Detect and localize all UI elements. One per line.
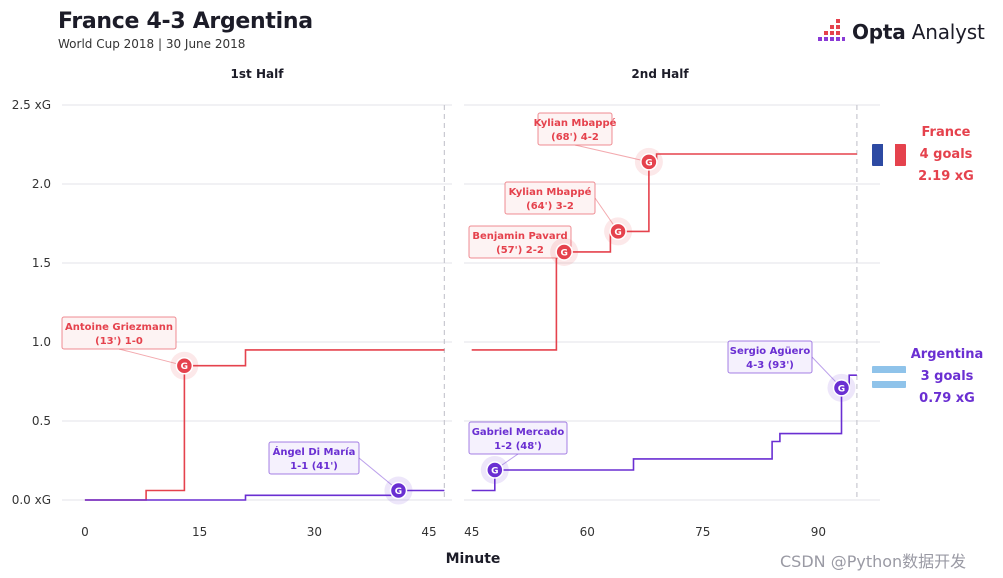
goal-marker-label: G (395, 487, 402, 497)
watermark-text: CSDN @Python数据开发 (780, 552, 967, 571)
goal-scorer-label: Benjamin Pavard (472, 231, 567, 242)
goal-marker-label: G (838, 384, 845, 394)
series-line-france (84, 349, 445, 501)
goal-callout-box (268, 441, 360, 475)
france-xg: 2.19 xG (918, 169, 974, 184)
goal-score-label: 1-2 (48') (494, 441, 542, 452)
goal-scorer-label: Sergio Agüero (730, 346, 811, 357)
goal-score-label: (13') 1-0 (95, 336, 143, 347)
goal-marker (609, 222, 627, 241)
goal-score-label: (57') 2-2 (496, 245, 544, 256)
goal-callout-box (504, 181, 596, 215)
y-tick-label: 1.5 (32, 256, 51, 270)
goal-marker (555, 243, 573, 261)
goal-scorer-label: Gabriel Mercado (472, 427, 565, 438)
goal-marker (486, 461, 504, 479)
goal-callout-box (468, 225, 572, 259)
brand-name: Opta Analyst (852, 20, 985, 44)
y-tick-label: 1.0 (32, 335, 51, 349)
page-title: France 4-3 Argentina (58, 9, 313, 34)
france-team-name: France (921, 125, 971, 140)
goal-score-label: (64') 3-2 (526, 201, 574, 212)
france-flag-icon (872, 144, 906, 166)
goal-marker-label: G (614, 228, 621, 238)
x-axis-label: Minute (446, 551, 501, 567)
x-tick-label: 30 (307, 525, 322, 539)
france-summary: France 4 goals 2.19 xG (910, 122, 982, 188)
argentina-summary: Argentina 3 goals 0.79 xG (906, 344, 988, 410)
goal-score-label: 1-1 (41') (290, 461, 338, 472)
axis-layer: 0.0 xG 0.5 1.0 1.5 2.0 2.5 xG 1st Half 0 15 30 45 2… (12, 67, 826, 567)
x-tick-label: 90 (811, 525, 826, 539)
argentina-xg: 0.79 xG (919, 391, 975, 406)
x-tick-label: 60 (580, 525, 595, 539)
y-tick-label: 2.0 (32, 177, 51, 191)
y-tick-label: 2.5 xG (12, 98, 51, 112)
callout-leader-line (574, 144, 650, 163)
goal-score-label: (68') 4-2 (551, 132, 599, 143)
goal-marker (640, 153, 658, 171)
goal-scorer-label: Kylian Mbappé (509, 186, 592, 198)
grid-layer (62, 104, 880, 501)
panel-title: 2nd Half (631, 67, 689, 81)
x-tick-label: 45 (421, 525, 436, 539)
argentina-team-name: Argentina (910, 347, 984, 362)
goal-scorer-label: Ángel Di María (273, 445, 356, 458)
x-tick-label: 0 (81, 525, 89, 539)
goal-marker (389, 481, 408, 500)
page-subtitle: World Cup 2018 | 30 June 2018 (58, 37, 246, 51)
x-tick-label: 15 (192, 525, 207, 539)
argentina-goals: 3 goals (920, 369, 974, 384)
goal-scorer-label: Antoine Griezmann (65, 322, 173, 333)
goal-marker-label: G (181, 362, 188, 372)
goal-marker (832, 379, 851, 397)
goal-marker-layer: G G G G G G G (170, 147, 856, 505)
goal-callout-box (468, 421, 568, 455)
goal-callout-box (537, 112, 613, 146)
goal-marker (175, 356, 194, 375)
brand-logo: Opta Analyst (816, 18, 985, 46)
goal-callout-box (61, 316, 177, 350)
x-tick-label: 75 (695, 525, 710, 539)
x-tick-label: 45 (464, 525, 479, 539)
goal-score-label: 4-3 (93') (746, 360, 794, 371)
panel-title: 1st Half (231, 67, 285, 81)
argentina-flag-icon (872, 366, 906, 388)
france-goals: 4 goals (919, 147, 973, 162)
goal-marker-label: G (560, 248, 567, 258)
goal-scorer-label: Kylian Mbappé (534, 117, 617, 129)
goal-marker-label: G (645, 158, 652, 168)
callout-leader-line (118, 348, 185, 367)
y-tick-label: 0.5 (32, 414, 51, 428)
goal-marker-label: G (491, 466, 498, 476)
opta-logo-icon (818, 19, 845, 41)
goal-callout-box (727, 340, 813, 374)
brand-name-rest: Analyst (905, 20, 985, 44)
brand-name-bold: Opta (852, 20, 906, 44)
y-tick-label: 0.0 xG (12, 493, 51, 507)
goal-callout-layer: Antoine Griezmann (13') 1-0 Ángel Di María… (61, 112, 842, 491)
